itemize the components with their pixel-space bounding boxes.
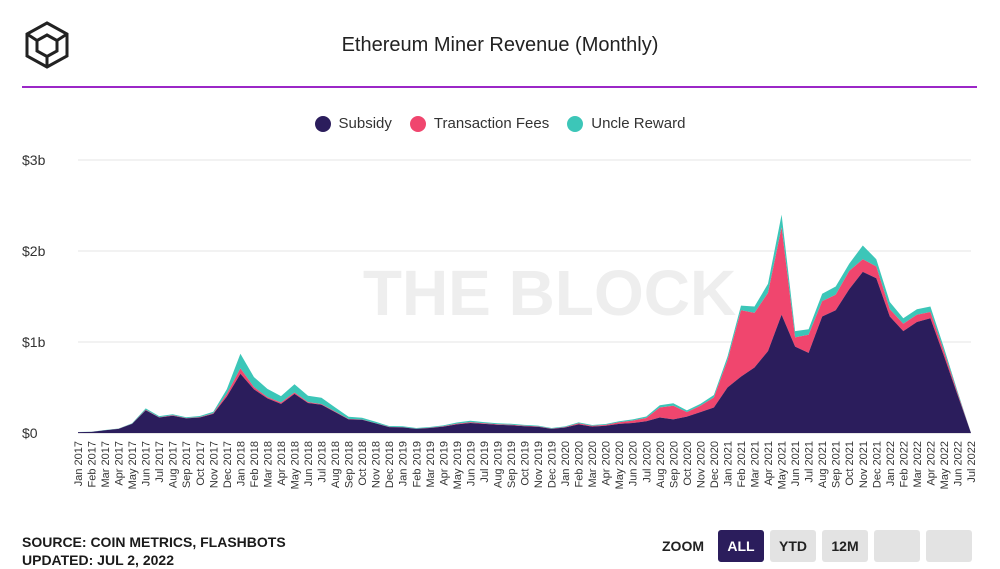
- x-tick-label: Jan 2022: [885, 441, 897, 486]
- x-tick-label: Nov 2017: [208, 441, 220, 488]
- chart-title: Ethereum Miner Revenue (Monthly): [341, 34, 659, 56]
- x-tick-label: Mar 2017: [100, 441, 112, 487]
- x-tick-label: May 2017: [127, 441, 139, 489]
- zoom-ytd-button[interactable]: YTD: [770, 530, 816, 562]
- x-tick-label: Apr 2020: [601, 441, 613, 486]
- x-tick-label: Jul 2018: [317, 441, 329, 483]
- x-tick-label: Dec 2017: [222, 441, 234, 488]
- x-tick-label: Sep 2019: [506, 441, 518, 488]
- x-tick-label: Apr 2021: [763, 441, 775, 486]
- x-tick-label: Mar 2019: [425, 441, 437, 487]
- legend-swatch-subsidy: [314, 115, 331, 132]
- legend-swatch-transaction-fees: [409, 115, 426, 132]
- y-tick-label: $0: [22, 425, 38, 441]
- x-tick-label: Mar 2021: [750, 441, 762, 487]
- y-tick-label: $2b: [22, 243, 46, 259]
- x-tick-label: Dec 2018: [384, 441, 396, 488]
- x-tick-label: Jan 2019: [398, 441, 410, 486]
- x-tick-label: Aug 2018: [330, 441, 342, 488]
- x-tick-label: Sep 2020: [668, 441, 680, 488]
- x-tick-label: Apr 2019: [438, 441, 450, 486]
- x-tick-label: Feb 2018: [249, 441, 261, 487]
- x-tick-label: Jun 2020: [628, 441, 640, 486]
- zoom-all-button[interactable]: ALL: [718, 530, 764, 562]
- x-tick-label: Feb 2022: [898, 441, 910, 487]
- x-tick-label: Jul 2022: [966, 441, 978, 483]
- x-tick-label: Apr 2017: [114, 441, 126, 486]
- x-tick-label: Feb 2021: [736, 441, 748, 487]
- area-transaction-fees: [78, 227, 971, 433]
- x-tick-label: Sep 2021: [831, 441, 843, 488]
- chart-legend: Subsidy Transaction Fees Uncle Reward: [0, 115, 1000, 132]
- x-tick-label: Oct 2018: [357, 441, 369, 486]
- x-tick-label: Sep 2018: [344, 441, 356, 488]
- x-tick-label: Jul 2017: [154, 441, 166, 483]
- x-tick-label: Jun 2018: [303, 441, 315, 486]
- x-tick-label: Nov 2021: [858, 441, 870, 488]
- zoom-label: ZOOM: [662, 538, 704, 554]
- source-note: SOURCE: COIN METRICS, FLASHBOTS UPDATED:…: [22, 533, 286, 569]
- zoom-controls: ZOOM ALL YTD 12M: [662, 530, 972, 562]
- x-tick-label: Jan 2017: [73, 441, 85, 486]
- x-tick-label: Oct 2019: [520, 441, 532, 486]
- title-divider: [22, 86, 977, 88]
- x-tick-label: Aug 2019: [492, 441, 504, 488]
- x-tick-label: Mar 2020: [587, 441, 599, 487]
- x-tick-label: Dec 2021: [871, 441, 883, 488]
- x-tick-label: Jun 2017: [141, 441, 153, 486]
- x-tick-label: Jul 2020: [641, 441, 653, 483]
- x-tick-label: Aug 2020: [655, 441, 667, 488]
- x-tick-label: Apr 2018: [276, 441, 288, 486]
- legend-item-uncle-reward[interactable]: Uncle Reward: [567, 115, 685, 132]
- x-tick-label: May 2019: [452, 441, 464, 489]
- x-tick-label: Jun 2021: [790, 441, 802, 486]
- x-tick-label: Sep 2017: [181, 441, 193, 488]
- x-tick-label: Dec 2020: [709, 441, 721, 488]
- x-tick-label: Jan 2021: [723, 441, 735, 486]
- legend-label: Uncle Reward: [591, 115, 686, 132]
- x-tick-label: May 2018: [290, 441, 302, 489]
- x-tick-label: Oct 2020: [682, 441, 694, 486]
- legend-label: Transaction Fees: [433, 115, 550, 132]
- x-tick-label: Jan 2018: [235, 441, 247, 486]
- y-tick-label: $3b: [22, 152, 46, 168]
- x-tick-label: Jun 2022: [953, 441, 965, 486]
- x-tick-label: May 2020: [614, 441, 626, 489]
- x-tick-label: Feb 2017: [87, 441, 99, 487]
- legend-item-transaction-fees[interactable]: Transaction Fees: [409, 115, 550, 132]
- x-tick-label: Jan 2020: [560, 441, 572, 486]
- legend-item-subsidy[interactable]: Subsidy: [314, 115, 392, 132]
- area-subsidy: [78, 271, 971, 433]
- x-tick-label: Feb 2019: [411, 441, 423, 487]
- x-tick-label: Oct 2017: [195, 441, 207, 486]
- legend-label: Subsidy: [338, 115, 392, 132]
- zoom-extra-button-2[interactable]: [926, 530, 972, 562]
- y-tick-label: $1b: [22, 334, 46, 350]
- x-tick-label: Jul 2019: [479, 441, 491, 483]
- x-tick-label: Aug 2021: [817, 441, 829, 488]
- watermark: THE BLOCK: [363, 257, 736, 329]
- x-tick-label: Feb 2020: [574, 441, 586, 487]
- x-tick-label: Nov 2020: [695, 441, 707, 488]
- legend-swatch-uncle-reward: [567, 115, 584, 132]
- updated-line: UPDATED: JUL 2, 2022: [22, 552, 174, 568]
- x-tick-label: Mar 2022: [912, 441, 924, 487]
- x-tick-label: Aug 2017: [168, 441, 180, 488]
- x-tick-label: Apr 2022: [925, 441, 937, 486]
- x-tick-label: May 2022: [939, 441, 951, 489]
- x-tick-label: May 2021: [777, 441, 789, 489]
- zoom-extra-button-1[interactable]: [874, 530, 920, 562]
- x-tick-label: Jul 2021: [804, 441, 816, 483]
- x-tick-label: Mar 2018: [262, 441, 274, 487]
- x-tick-label: Dec 2019: [547, 441, 559, 488]
- x-tick-label: Oct 2021: [844, 441, 856, 486]
- zoom-12m-button[interactable]: 12M: [822, 530, 868, 562]
- x-tick-label: Nov 2018: [371, 441, 383, 488]
- the-block-cube-icon: [22, 20, 72, 70]
- x-tick-label: Jun 2019: [465, 441, 477, 486]
- source-line: SOURCE: COIN METRICS, FLASHBOTS: [22, 534, 286, 550]
- x-tick-label: Nov 2019: [533, 441, 545, 488]
